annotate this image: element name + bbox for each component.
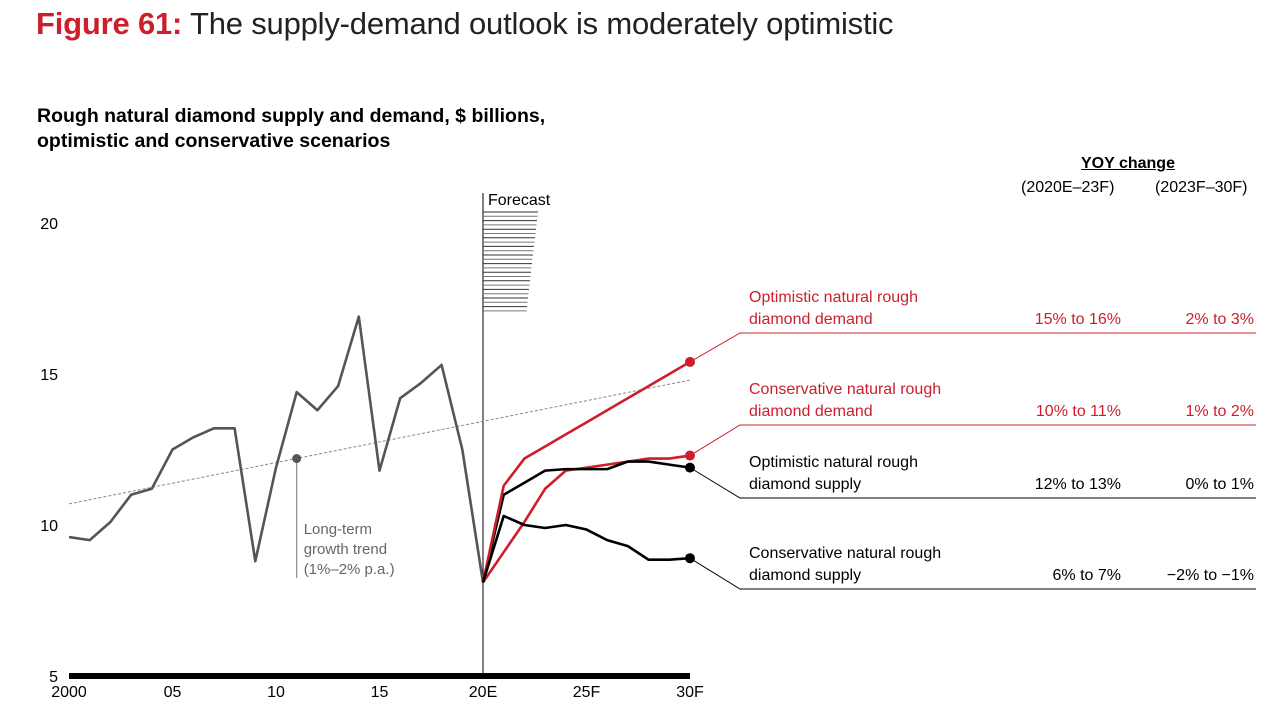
- series-label-line: diamond supply: [749, 567, 861, 584]
- x-tick-label: 25F: [573, 684, 601, 701]
- y-tick-label: 10: [40, 518, 58, 535]
- historical-series-line: [68, 315, 485, 583]
- forecast-series-line: [481, 460, 691, 583]
- series-end-marker: [685, 462, 695, 473]
- yoy-value-period-1: 15% to 16%: [1035, 311, 1121, 328]
- yoy-value-period-2: 0% to 1%: [1186, 476, 1254, 493]
- y-tick-label: 5: [49, 669, 58, 686]
- x-tick-label: 30F: [676, 684, 704, 701]
- trend-label-line: Long-term: [304, 521, 372, 538]
- series-label-line: Optimistic natural rough: [749, 454, 918, 471]
- yoy-period-2-header: (2023F–30F): [1155, 179, 1248, 196]
- yoy-value-period-1: 6% to 7%: [1053, 567, 1121, 584]
- forecast-series-line: [481, 454, 691, 584]
- forecast-series-line: [481, 514, 691, 583]
- yoy-value-period-1: 10% to 11%: [1036, 403, 1121, 420]
- y-tick-label: 15: [40, 367, 58, 384]
- forecast-label: Forecast: [488, 192, 551, 209]
- x-tick-label: 15: [371, 684, 389, 701]
- figure-title: Figure 61: The supply-demand outlook is …: [36, 6, 894, 42]
- trend-label-line: (1%–2% p.a.): [304, 561, 395, 578]
- x-tick-label: 05: [164, 684, 182, 701]
- figure-title-text: The supply-demand outlook is moderately …: [182, 6, 894, 41]
- x-tick-label: 10: [267, 684, 285, 701]
- yoy-period-1-header: (2020E–23F): [1021, 179, 1115, 196]
- figure-label: Figure 61:: [36, 6, 183, 41]
- forecast-series-line: [481, 360, 691, 583]
- series-label-line: diamond demand: [749, 311, 873, 328]
- series-label-line: Conservative natural rough: [749, 545, 941, 562]
- series-label-connector: [689, 332, 1256, 363]
- series-label-connector: [689, 467, 1256, 499]
- yoy-change-header: YOY change: [1081, 155, 1175, 172]
- series-end-marker: [685, 356, 695, 367]
- x-axis-bar: [69, 673, 690, 679]
- series-label-line: Conservative natural rough: [749, 381, 941, 398]
- series-label-line: Optimistic natural rough: [749, 289, 918, 306]
- y-tick-label: 20: [40, 216, 58, 233]
- chart-subtitle-line-2: optimistic and conservative scenarios: [37, 130, 391, 152]
- series-label-connector: [689, 557, 1256, 590]
- yoy-value-period-1: 12% to 13%: [1035, 476, 1121, 493]
- x-tick-label: 2000: [51, 684, 87, 701]
- trend-line: [68, 379, 691, 505]
- yoy-value-period-2: −2% to −1%: [1167, 567, 1254, 584]
- series-label-line: diamond demand: [749, 403, 873, 420]
- trend-marker: [292, 454, 302, 464]
- yoy-value-period-2: 2% to 3%: [1186, 311, 1254, 328]
- chart-subtitle-line-1: Rough natural diamond supply and demand,…: [37, 105, 546, 127]
- series-end-marker: [685, 450, 695, 461]
- series-label-line: diamond supply: [749, 476, 861, 493]
- yoy-value-period-2: 1% to 2%: [1186, 403, 1254, 420]
- x-tick-label: 20E: [469, 684, 497, 701]
- series-end-marker: [685, 553, 695, 564]
- series-label-connector: [689, 424, 1256, 456]
- trend-label-line: growth trend: [304, 541, 387, 558]
- chart-subtitle: Rough natural diamond supply and demand,…: [37, 104, 545, 154]
